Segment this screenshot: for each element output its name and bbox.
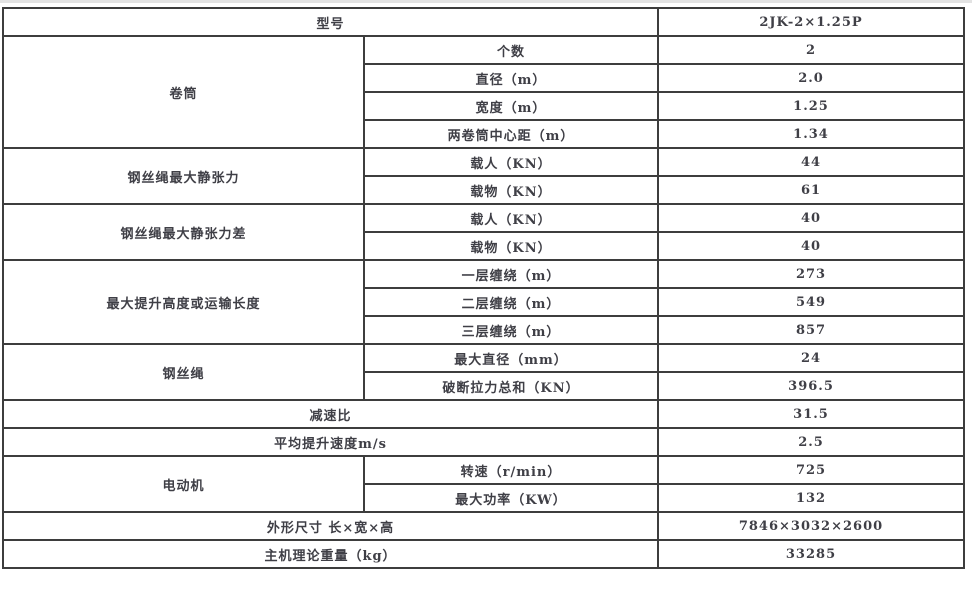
parameter-cell: 最大直径（mm） (362, 343, 660, 373)
value-cell: 132 (657, 483, 966, 513)
value-cell: 24 (657, 343, 966, 373)
parameter-cell: 一层缠绕（m） (362, 259, 660, 289)
value-cell: 725 (657, 455, 966, 485)
parameter-cell: 最大功率（KW） (362, 483, 660, 513)
model-label-cell: 型号 (1, 7, 660, 37)
category-cell: 钢丝绳最大静张力 (2, 147, 365, 205)
value-cell: 2 (657, 35, 966, 65)
table-row: 电动机 转速（r/min） 725 (2, 455, 966, 513)
parameter-cell: 破断拉力总和（KN） (362, 371, 660, 401)
table-row: 主机理论重量（kg） 33285 (1, 539, 966, 569)
value-cell: 2.5 (657, 427, 966, 457)
table-row: 最大提升高度或运输长度 一层缠绕（m） 273 (2, 259, 966, 345)
value-cell: 40 (657, 231, 966, 261)
table-row: 钢丝绳 最大直径（mm） 24 (2, 343, 966, 401)
parameter-cell: 三层缠绕（m） (362, 315, 660, 345)
top-strip-divider (0, 0, 972, 3)
model-value-cell: 2JK-2×1.25P (657, 7, 966, 37)
parameter-cell: 两卷筒中心距（m） (362, 119, 660, 149)
value-cell: 61 (657, 175, 966, 205)
table-row: 外形尺寸 长×宽×高 7846×3032×2600 (1, 511, 966, 541)
table-row: 减速比 31.5 (1, 399, 966, 429)
category-cell: 钢丝绳最大静张力差 (2, 203, 365, 261)
value-cell: 549 (657, 287, 966, 317)
parameter-cell: 个数 (362, 35, 660, 65)
parameter-cell-merged: 减速比 (1, 399, 660, 429)
parameter-cell-merged: 外形尺寸 长×宽×高 (1, 511, 660, 541)
table-row: 平均提升速度m/s 2.5 (1, 427, 966, 457)
parameter-cell: 宽度（m） (362, 91, 660, 121)
value-cell: 1.25 (657, 91, 966, 121)
parameter-cell: 直径（m） (362, 63, 660, 93)
table-row: 载物（KN） 61 (3, 175, 966, 205)
table-row: 载物（KN） 40 (3, 231, 966, 261)
table-row: 钢丝绳最大静张力 载人（KN） 44 (2, 147, 966, 205)
parameter-cell-merged: 平均提升速度m/s (1, 427, 660, 457)
value-cell: 273 (657, 259, 966, 289)
category-cell: 卷筒 (2, 35, 365, 149)
table-row: 卷筒 个数 2 (2, 35, 966, 149)
value-cell: 7846×3032×2600 (657, 511, 966, 541)
table-row: 三层缠绕（m） 857 (3, 315, 966, 345)
table-row: 二层缠绕（m） 549 (3, 287, 966, 317)
parameter-cell: 载物（KN） (362, 231, 660, 261)
value-cell: 396.5 (657, 371, 966, 401)
value-cell: 2.0 (657, 63, 966, 93)
category-cell: 最大提升高度或运输长度 (2, 259, 365, 345)
table-row: 直径（m） 2.0 (3, 63, 966, 93)
spec-table: 型号 2JK-2×1.25P 卷筒 个数 2 直径（m） 2.0 宽度（m） 1.25 两卷筒… (1, 7, 966, 569)
table-row-model: 型号 2JK-2×1.25P (1, 7, 966, 37)
category-cell: 电动机 (2, 455, 365, 513)
value-cell: 31.5 (657, 399, 966, 429)
value-cell: 857 (657, 315, 966, 345)
table-row: 宽度（m） 1.25 (3, 91, 966, 121)
parameter-cell: 转速（r/min） (362, 455, 660, 485)
parameter-cell: 载物（KN） (362, 175, 660, 205)
table-row: 两卷筒中心距（m） 1.34 (3, 119, 966, 149)
table-row: 钢丝绳最大静张力差 载人（KN） 40 (2, 203, 966, 261)
table-row: 最大功率（KW） 132 (3, 483, 966, 513)
value-cell: 33285 (657, 539, 966, 569)
value-cell: 1.34 (657, 119, 966, 149)
value-cell: 44 (657, 147, 966, 177)
value-cell: 40 (657, 203, 966, 233)
table-row: 破断拉力总和（KN） 396.5 (3, 371, 966, 401)
parameter-cell: 二层缠绕（m） (362, 287, 660, 317)
category-cell: 钢丝绳 (2, 343, 365, 401)
parameter-cell: 载人（KN） (362, 203, 660, 233)
parameter-cell: 载人（KN） (362, 147, 660, 177)
spec-table-body: 型号 2JK-2×1.25P 卷筒 个数 2 直径（m） 2.0 宽度（m） 1.25 两卷筒… (1, 7, 966, 569)
parameter-cell-merged: 主机理论重量（kg） (1, 539, 660, 569)
